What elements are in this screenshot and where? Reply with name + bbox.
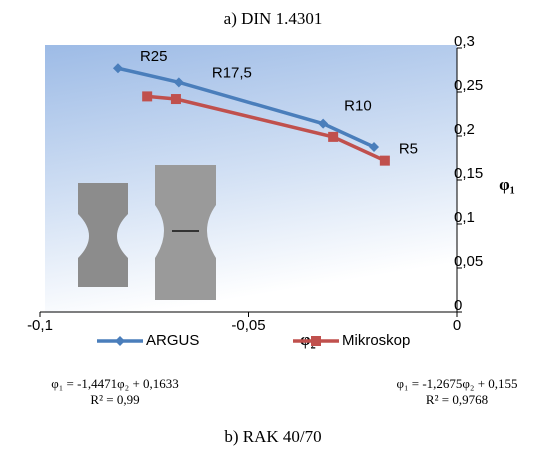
y-tick-label: 0,25: [454, 77, 483, 94]
specimen-image: [155, 165, 216, 300]
legend-marker: [115, 336, 125, 346]
annotation: R5: [399, 141, 418, 158]
annotation: R17,5: [212, 64, 252, 81]
page: {"chart_data": {"type": "line", "title":…: [0, 0, 547, 455]
annotation: R10: [344, 98, 372, 115]
x-tick-label: 0: [453, 317, 461, 334]
y-tick-label: 0,1: [454, 209, 475, 226]
point-marker: [171, 94, 181, 104]
equation: φ₁ = -1,4471φ₂ + 0,1633: [51, 376, 179, 391]
legend-marker: [311, 336, 321, 346]
y-tick-label: 0: [454, 297, 462, 314]
y-tick-label: 0,2: [454, 121, 475, 138]
x-tick-label: -0,05: [231, 317, 265, 334]
y-axis-label: φ₁: [499, 175, 515, 194]
x-tick-label: -0,1: [27, 317, 53, 334]
annotation: R25: [140, 48, 168, 65]
point-marker: [142, 91, 152, 101]
point-marker: [328, 132, 338, 142]
chart-caption: b) RAK 40/70: [224, 427, 321, 446]
chart: a) DIN 1.4301 φ₁ -φ₂ b) RAK 40/70 φ₁ = -…: [0, 0, 547, 455]
y-tick-label: 0,05: [454, 253, 483, 270]
equation: φ₁ = -1,2675φ₂ + 0,155: [396, 376, 517, 391]
r-squared: R² = 0,99: [90, 392, 139, 407]
y-tick-label: 0,3: [454, 33, 475, 50]
r-squared: R² = 0,9768: [426, 392, 488, 407]
legend-label: Mikroskop: [342, 332, 410, 349]
legend-label: ARGUS: [146, 332, 199, 349]
y-tick-label: 0,15: [454, 165, 483, 182]
chart-title: a) DIN 1.4301: [224, 9, 323, 28]
point-marker: [380, 156, 390, 166]
